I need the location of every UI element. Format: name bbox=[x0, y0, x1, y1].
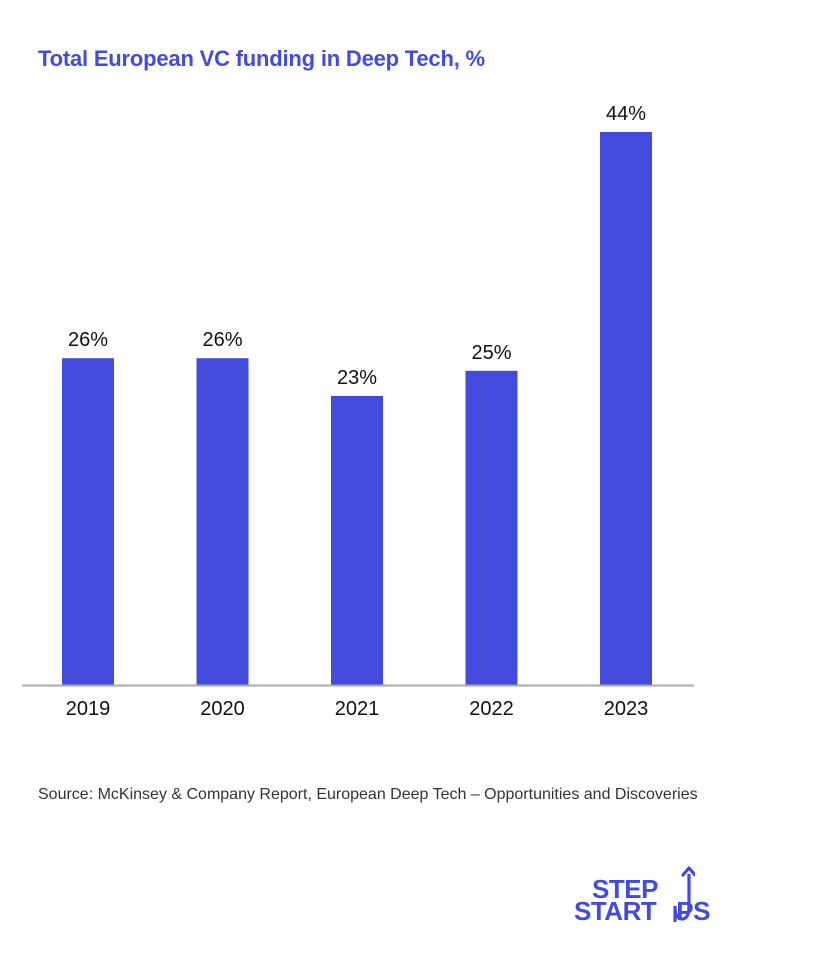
bar-2023 bbox=[600, 132, 652, 685]
bar-2020 bbox=[196, 358, 249, 685]
chart-title: Total European VC funding in Deep Tech, … bbox=[38, 46, 485, 71]
x-tick-label-2023: 2023 bbox=[604, 698, 649, 720]
x-tick-label-2019: 2019 bbox=[66, 698, 111, 720]
logo-line-1: STEP bbox=[592, 874, 658, 904]
bar-2022 bbox=[465, 370, 518, 685]
x-tick-label-2022: 2022 bbox=[469, 698, 514, 720]
data-label-2019: 26% bbox=[68, 329, 108, 351]
data-label-2021: 23% bbox=[337, 367, 377, 389]
logo-line-2: START PS bbox=[574, 896, 710, 926]
bar-chart: 26% 2019 26% 2020 23% 2021 25% 2022 44% 2023 bbox=[22, 103, 694, 720]
bar-2019 bbox=[62, 358, 114, 685]
bar-2021 bbox=[331, 395, 383, 685]
x-tick-label-2021: 2021 bbox=[335, 698, 380, 720]
data-label-2022: 25% bbox=[471, 342, 511, 364]
data-label-2020: 26% bbox=[202, 329, 242, 351]
data-label-2023: 44% bbox=[606, 103, 646, 125]
arrow-up-icon bbox=[673, 866, 695, 922]
x-tick-label-2020: 2020 bbox=[200, 698, 245, 720]
step-startups-logo: STEP START PS bbox=[570, 866, 740, 926]
source-note: Source: McKinsey & Company Report, Europ… bbox=[38, 786, 698, 803]
